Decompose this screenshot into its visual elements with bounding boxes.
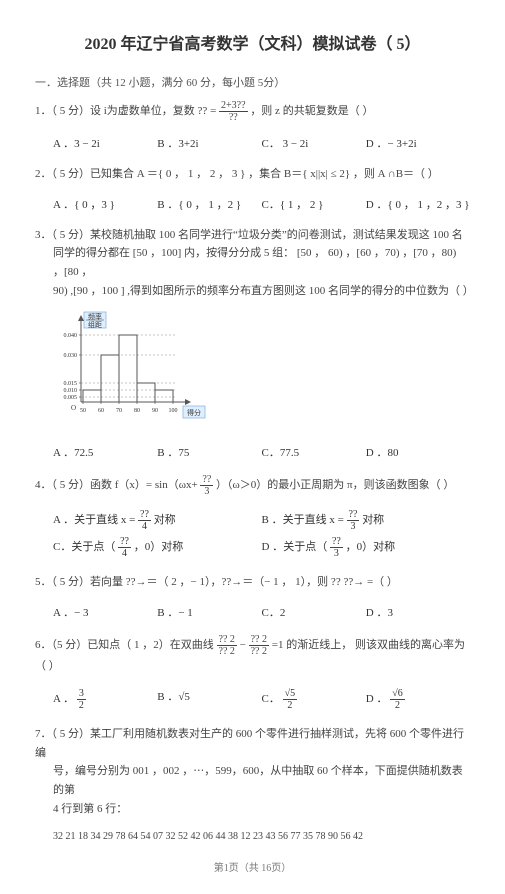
q1-tail: ，则 z 的共轭复数是（ ） bbox=[250, 105, 373, 117]
q7-line2: 号，编号分别为 001 ，002 ，⋯，599，600，从中抽取 60 个样本，… bbox=[53, 762, 470, 799]
svg-text:得分: 得分 bbox=[187, 408, 201, 417]
question-7: 7．（ 5 分）某工厂利用随机数表对生产的 600 个零件进行抽样测试，先将 6… bbox=[35, 725, 470, 818]
svg-text:0.005: 0.005 bbox=[64, 395, 78, 401]
q3-opt-c: C．77.5 bbox=[262, 442, 366, 462]
svg-text:频率: 频率 bbox=[88, 312, 102, 321]
question-3: 3．（ 5 分）某校随机抽取 100 名同学进行“垃圾分类”的问卷测试，测试结果… bbox=[35, 226, 470, 301]
q5-opt-a: A ．− 3 bbox=[53, 602, 157, 622]
q4-opt-d: D ．关于点（ ??3 ，0）对称 bbox=[262, 534, 471, 561]
q5-opt-b: B ．− 1 bbox=[157, 602, 261, 622]
svg-text:50: 50 bbox=[80, 408, 86, 414]
q1-frac: 2+3?? ?? bbox=[219, 100, 248, 123]
q3-opt-d: D ．80 bbox=[366, 442, 470, 462]
q2-opt-d: D ．{ 0 ， 1 ，2 ，3 } bbox=[366, 194, 470, 214]
section-heading: 一．选择题（共 12 小题，满分 60 分，每小题 5分） bbox=[35, 74, 470, 90]
q2-options: A ．{ 0 ，3 } B ．{ 0 ， 1 ，2 } C．{ 1 ， 2 } … bbox=[53, 194, 470, 214]
q4-opt-b: B ．关于直线 x = ??3 对称 bbox=[262, 507, 471, 534]
svg-text:0.010: 0.010 bbox=[64, 388, 78, 394]
svg-text:80: 80 bbox=[134, 408, 140, 414]
q7-line3: 4 行到第 6 行： bbox=[53, 800, 470, 819]
svg-text:0.030: 0.030 bbox=[64, 353, 78, 359]
question-5: 5．（ 5 分）若向量 ??→＝（ 2 ，− 1），??→＝（− 1 ， 1），… bbox=[35, 573, 470, 592]
q4-options: A ．关于直线 x = ??4 对称 B ．关于直线 x = ??3 对称 C．… bbox=[53, 507, 470, 561]
svg-text:组距: 组距 bbox=[88, 320, 102, 329]
q1-opt-c: C． 3 − 2i bbox=[262, 133, 366, 153]
q5-options: A ．− 3 B ．− 1 C．2 D ．3 bbox=[53, 602, 470, 622]
q5-opt-c: C．2 bbox=[262, 602, 366, 622]
q7-number-row: 32 21 18 34 29 78 64 54 07 32 52 42 06 4… bbox=[53, 828, 470, 845]
q3-line2: 同学的得分都在 [50 ，100] 内，按得分分成 5 组： [50 ， 60)… bbox=[53, 244, 470, 281]
q6-opt-b: B ．√5 bbox=[157, 686, 261, 713]
q1-opt-b: B ．3+2i bbox=[157, 133, 261, 153]
q1-text: 1．（ 5 分）设 i为虚数单位，复数 ?? = bbox=[35, 105, 219, 117]
svg-text:0.015: 0.015 bbox=[64, 381, 78, 387]
q3-line3: 90) ,[90 ，100 ] ,得到如图所示的频率分布直方图则这 100 名同… bbox=[53, 282, 470, 301]
q5-opt-d: D ．3 bbox=[366, 602, 470, 622]
q4-opt-c: C．关于点（ ??4 ，0）对称 bbox=[53, 534, 262, 561]
q3-options: A ．72.5 B ．75 C．77.5 D ．80 bbox=[53, 442, 470, 462]
q4-text-b: ）（ω＞0）的最小正周期为 π，则该函数图象（ ） bbox=[216, 479, 454, 491]
svg-text:90: 90 bbox=[152, 408, 158, 414]
q4-opt-a: A ．关于直线 x = ??4 对称 bbox=[53, 507, 262, 534]
q6-opt-c: C． √52 bbox=[262, 686, 366, 713]
q6-options: A ． 32 B ．√5 C． √52 D ． √62 bbox=[53, 686, 470, 713]
q6-opt-d: D ． √62 bbox=[366, 686, 470, 713]
q1-opt-d: D ．− 3+2i bbox=[366, 133, 470, 153]
svg-text:0.040: 0.040 bbox=[64, 333, 78, 339]
page-footer: 第1页（共 16页） bbox=[35, 859, 470, 874]
svg-text:100: 100 bbox=[169, 408, 178, 414]
q2-opt-b: B ．{ 0 ， 1 ，2 } bbox=[157, 194, 261, 214]
q3-opt-b: B ．75 bbox=[157, 442, 261, 462]
question-1: 1．（ 5 分）设 i为虚数单位，复数 ?? = 2+3?? ?? ，则 z 的… bbox=[35, 100, 470, 123]
question-4: 4．（ 5 分）函数 f（x）= sin（ωx+ ?? 3 ）（ω＞0）的最小正… bbox=[35, 474, 470, 497]
svg-text:60: 60 bbox=[98, 408, 104, 414]
q2-opt-c: C．{ 1 ， 2 } bbox=[262, 194, 366, 214]
page-title: 2020 年辽宁省高考数学（文科）模拟试卷（ 5） bbox=[35, 30, 470, 54]
q3-line1: 3．（ 5 分）某校随机抽取 100 名同学进行“垃圾分类”的问卷测试，测试结果… bbox=[35, 226, 470, 245]
q3-opt-a: A ．72.5 bbox=[53, 442, 157, 462]
svg-text:70: 70 bbox=[116, 408, 122, 414]
svg-text:O: O bbox=[71, 404, 76, 412]
question-6: 6．（5 分）已知点（ 1 ，2）在双曲线 ?? 2?? 2 − ?? 2?? … bbox=[35, 634, 470, 676]
q1-opt-a: A ．3 − 2i bbox=[53, 133, 157, 153]
q2-opt-a: A ．{ 0 ，3 } bbox=[53, 194, 157, 214]
q4-text-a: 4．（ 5 分）函数 f（x）= sin（ωx+ bbox=[35, 479, 198, 491]
q6-opt-a: A ． 32 bbox=[53, 686, 157, 713]
q1-options: A ．3 − 2i B ．3+2i C． 3 − 2i D ．− 3+2i bbox=[53, 133, 470, 153]
question-2: 2．（ 5 分）已知集合 A ＝{ 0 ， 1 ， 2 ， 3 } ，集合 B＝… bbox=[35, 165, 470, 184]
histogram-svg: 频率组距 0.0050.0100.015 0.030 0.040 50 60 70 80 90 1… bbox=[53, 310, 223, 430]
q7-line1: 7．（ 5 分）某工厂利用随机数表对生产的 600 个零件进行抽样测试，先将 6… bbox=[35, 725, 470, 762]
histogram-chart: 频率组距 0.0050.0100.015 0.030 0.040 50 60 70 80 90 1… bbox=[53, 310, 470, 434]
q4-frac1: ?? 3 bbox=[200, 474, 213, 497]
